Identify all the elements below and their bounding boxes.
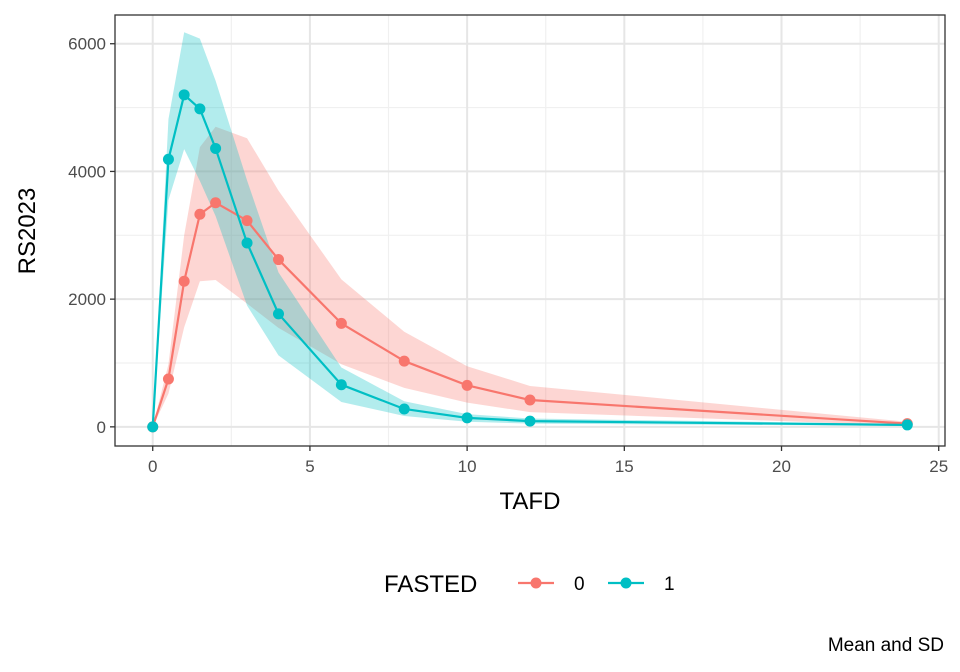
data-point-series-1 (241, 237, 253, 249)
mean-line-series-0 (151, 201, 908, 428)
data-point-series-1 (398, 403, 410, 415)
data-point-series-1 (524, 415, 536, 427)
sd-ribbon-series-0 (152, 126, 908, 427)
data-point-series-0 (461, 379, 473, 391)
panel-background (115, 15, 945, 446)
panel-border-rect (114, 14, 946, 447)
panel-border (114, 14, 946, 447)
legend-item-0: 0 (518, 574, 585, 595)
data-point-series-1 (162, 153, 174, 165)
x-tick-label: 25 (929, 457, 948, 476)
data-point-series-1 (194, 103, 206, 115)
mean-points (147, 89, 913, 433)
legend-title: FASTED (384, 571, 477, 598)
data-point-series-1 (178, 89, 190, 101)
x-tick-label: 20 (772, 457, 791, 476)
data-point-series-1 (335, 379, 347, 391)
x-tick-label: 5 (305, 457, 314, 476)
mean-line-series-1 (151, 93, 908, 427)
legend-key-point (620, 577, 632, 589)
sd-ribbons (152, 32, 908, 427)
axes: 0 5 10 15 20 25 0 2000 4000 6000 (68, 35, 948, 476)
y-axis-title: RS2023 (14, 188, 41, 275)
data-point-series-0 (178, 275, 190, 287)
y-tick-label: 0 (97, 418, 106, 437)
data-point-series-0 (398, 355, 410, 367)
legend-label: 0 (574, 574, 585, 595)
legend-item-1: 1 (608, 574, 675, 595)
mean-lines (151, 93, 908, 428)
data-point-series-1 (210, 142, 222, 154)
plot-panel (115, 15, 945, 446)
x-axis-title: TAFD (500, 488, 561, 515)
data-point-series-1 (461, 412, 473, 424)
data-point-series-0 (272, 254, 284, 266)
caption: Mean and SD (828, 635, 944, 656)
grid (115, 15, 945, 446)
data-point-series-0 (210, 197, 222, 209)
y-tick-label: 6000 (68, 35, 106, 54)
y-tick-label: 2000 (68, 290, 106, 309)
data-point-series-0 (162, 373, 174, 385)
data-point-series-0 (335, 317, 347, 329)
legend-label: 1 (664, 574, 675, 595)
x-tick-label: 10 (458, 457, 477, 476)
data-point-series-0 (524, 394, 536, 406)
x-tick-label: 15 (615, 457, 634, 476)
data-point-series-0 (241, 215, 253, 227)
data-point-series-0 (194, 208, 206, 220)
legend-key-point (530, 577, 542, 589)
data-point-series-1 (901, 419, 913, 431)
y-tick-label: 4000 (68, 162, 106, 181)
data-point-series-1 (147, 421, 159, 433)
x-tick-label: 0 (148, 457, 157, 476)
data-point-series-1 (272, 308, 284, 320)
legend: FASTED 0 1 (384, 571, 675, 598)
